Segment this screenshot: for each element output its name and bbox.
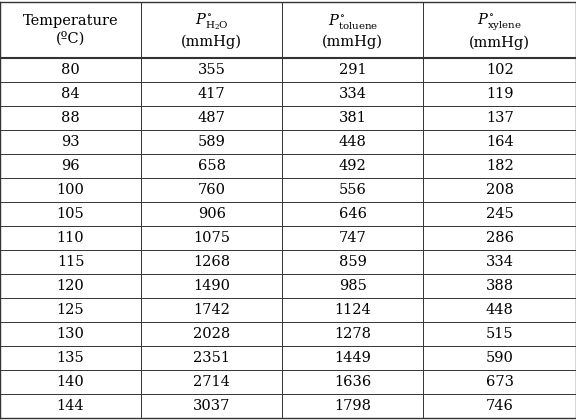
- Text: 105: 105: [56, 207, 85, 221]
- Text: 1449: 1449: [334, 351, 372, 365]
- Text: 1742: 1742: [193, 303, 230, 317]
- Text: 286: 286: [486, 231, 514, 245]
- Text: 182: 182: [486, 159, 514, 173]
- Text: 515: 515: [486, 327, 513, 341]
- Text: 747: 747: [339, 231, 367, 245]
- Text: 120: 120: [56, 279, 85, 293]
- Text: 245: 245: [486, 207, 514, 221]
- Text: 487: 487: [198, 111, 226, 125]
- Text: 658: 658: [198, 159, 226, 173]
- Text: 137: 137: [486, 111, 514, 125]
- Text: 102: 102: [486, 63, 514, 77]
- Text: 119: 119: [486, 87, 513, 101]
- Text: 164: 164: [486, 135, 514, 149]
- Text: 1798: 1798: [334, 399, 372, 413]
- Text: 100: 100: [56, 183, 85, 197]
- Text: 291: 291: [339, 63, 366, 77]
- Text: 80: 80: [61, 63, 80, 77]
- Text: 448: 448: [486, 303, 514, 317]
- Text: $P^{\circ}_{\mathrm{toluene}}$
(mmHg): $P^{\circ}_{\mathrm{toluene}}$ (mmHg): [323, 12, 383, 49]
- Text: 125: 125: [57, 303, 84, 317]
- Text: 556: 556: [339, 183, 367, 197]
- Text: 492: 492: [339, 159, 367, 173]
- Text: 1268: 1268: [193, 255, 230, 269]
- Text: 1075: 1075: [193, 231, 230, 245]
- Text: 110: 110: [57, 231, 84, 245]
- Text: 355: 355: [198, 63, 226, 77]
- Text: 93: 93: [61, 135, 80, 149]
- Text: 3037: 3037: [193, 399, 230, 413]
- Text: 84: 84: [61, 87, 80, 101]
- Text: 334: 334: [339, 87, 367, 101]
- Text: 96: 96: [61, 159, 80, 173]
- Text: 208: 208: [486, 183, 514, 197]
- Text: 140: 140: [56, 375, 85, 389]
- Text: 381: 381: [339, 111, 367, 125]
- Text: 746: 746: [486, 399, 514, 413]
- Text: 115: 115: [57, 255, 84, 269]
- Text: 88: 88: [61, 111, 80, 125]
- Text: 417: 417: [198, 87, 225, 101]
- Text: 985: 985: [339, 279, 367, 293]
- Text: 589: 589: [198, 135, 226, 149]
- Text: 1636: 1636: [334, 375, 372, 389]
- Text: 135: 135: [56, 351, 85, 365]
- Text: 1490: 1490: [193, 279, 230, 293]
- Text: 448: 448: [339, 135, 367, 149]
- Text: Temperature
(ºC): Temperature (ºC): [22, 14, 119, 46]
- Text: 760: 760: [198, 183, 226, 197]
- Text: 1124: 1124: [335, 303, 371, 317]
- Text: 2028: 2028: [193, 327, 230, 341]
- Text: $P^{\circ}_{\mathrm{xylene}}$
(mmHg): $P^{\circ}_{\mathrm{xylene}}$ (mmHg): [469, 11, 530, 50]
- Text: 2351: 2351: [193, 351, 230, 365]
- Text: 673: 673: [486, 375, 514, 389]
- Text: 388: 388: [486, 279, 514, 293]
- Text: 2714: 2714: [193, 375, 230, 389]
- Text: 646: 646: [339, 207, 367, 221]
- Text: $P^{\circ}_{\mathrm{H_2O}}$
(mmHg): $P^{\circ}_{\mathrm{H_2O}}$ (mmHg): [181, 11, 242, 50]
- Text: 130: 130: [56, 327, 85, 341]
- Text: 334: 334: [486, 255, 514, 269]
- Text: 590: 590: [486, 351, 514, 365]
- Text: 144: 144: [57, 399, 84, 413]
- Text: 906: 906: [198, 207, 226, 221]
- Text: 1278: 1278: [334, 327, 372, 341]
- Text: 859: 859: [339, 255, 367, 269]
